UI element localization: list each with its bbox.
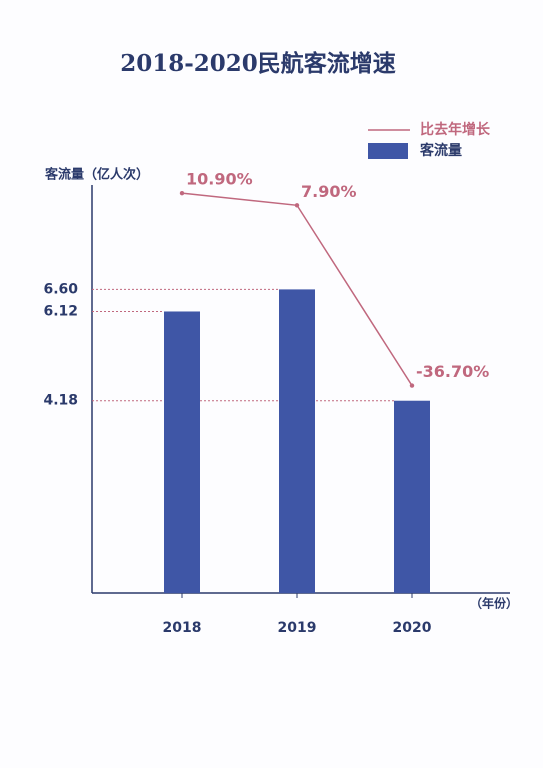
x-tick-label: 2020 <box>393 620 432 636</box>
growth-point <box>294 203 300 208</box>
x-tick-label: 2019 <box>278 620 317 636</box>
y-tick-label: 4.18 <box>43 393 78 409</box>
y-axis-title: 客流量（亿人次） <box>45 167 149 183</box>
data-label: 7.90% <box>301 182 357 201</box>
bar <box>394 400 430 593</box>
data-label: 10.90% <box>186 170 253 189</box>
data-label: -36.70% <box>416 362 489 381</box>
bar <box>164 311 200 593</box>
bar <box>279 289 315 593</box>
legend-swatch <box>368 143 408 159</box>
y-tick-label: 6.60 <box>43 281 78 297</box>
growth-point <box>409 383 415 388</box>
legend-label: 客流量 <box>419 142 462 159</box>
x-axis-title: （年份） <box>470 596 518 611</box>
y-tick-label: 6.12 <box>43 303 78 319</box>
growth-point <box>179 190 185 196</box>
legend-label: 比去年增长 <box>420 121 491 138</box>
x-tick-label: 2018 <box>163 620 202 636</box>
chart-title: 2018-2020民航客流增速 <box>120 50 396 77</box>
